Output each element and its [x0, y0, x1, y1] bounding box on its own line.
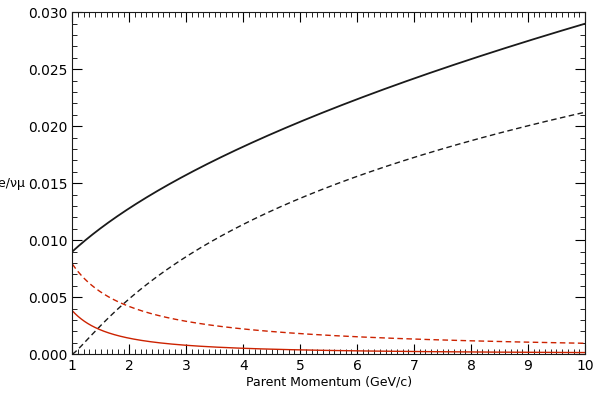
X-axis label: Parent Momentum (GeV/c): Parent Momentum (GeV/c): [245, 376, 412, 389]
Y-axis label: νe/νμ: νe/νμ: [0, 177, 25, 190]
